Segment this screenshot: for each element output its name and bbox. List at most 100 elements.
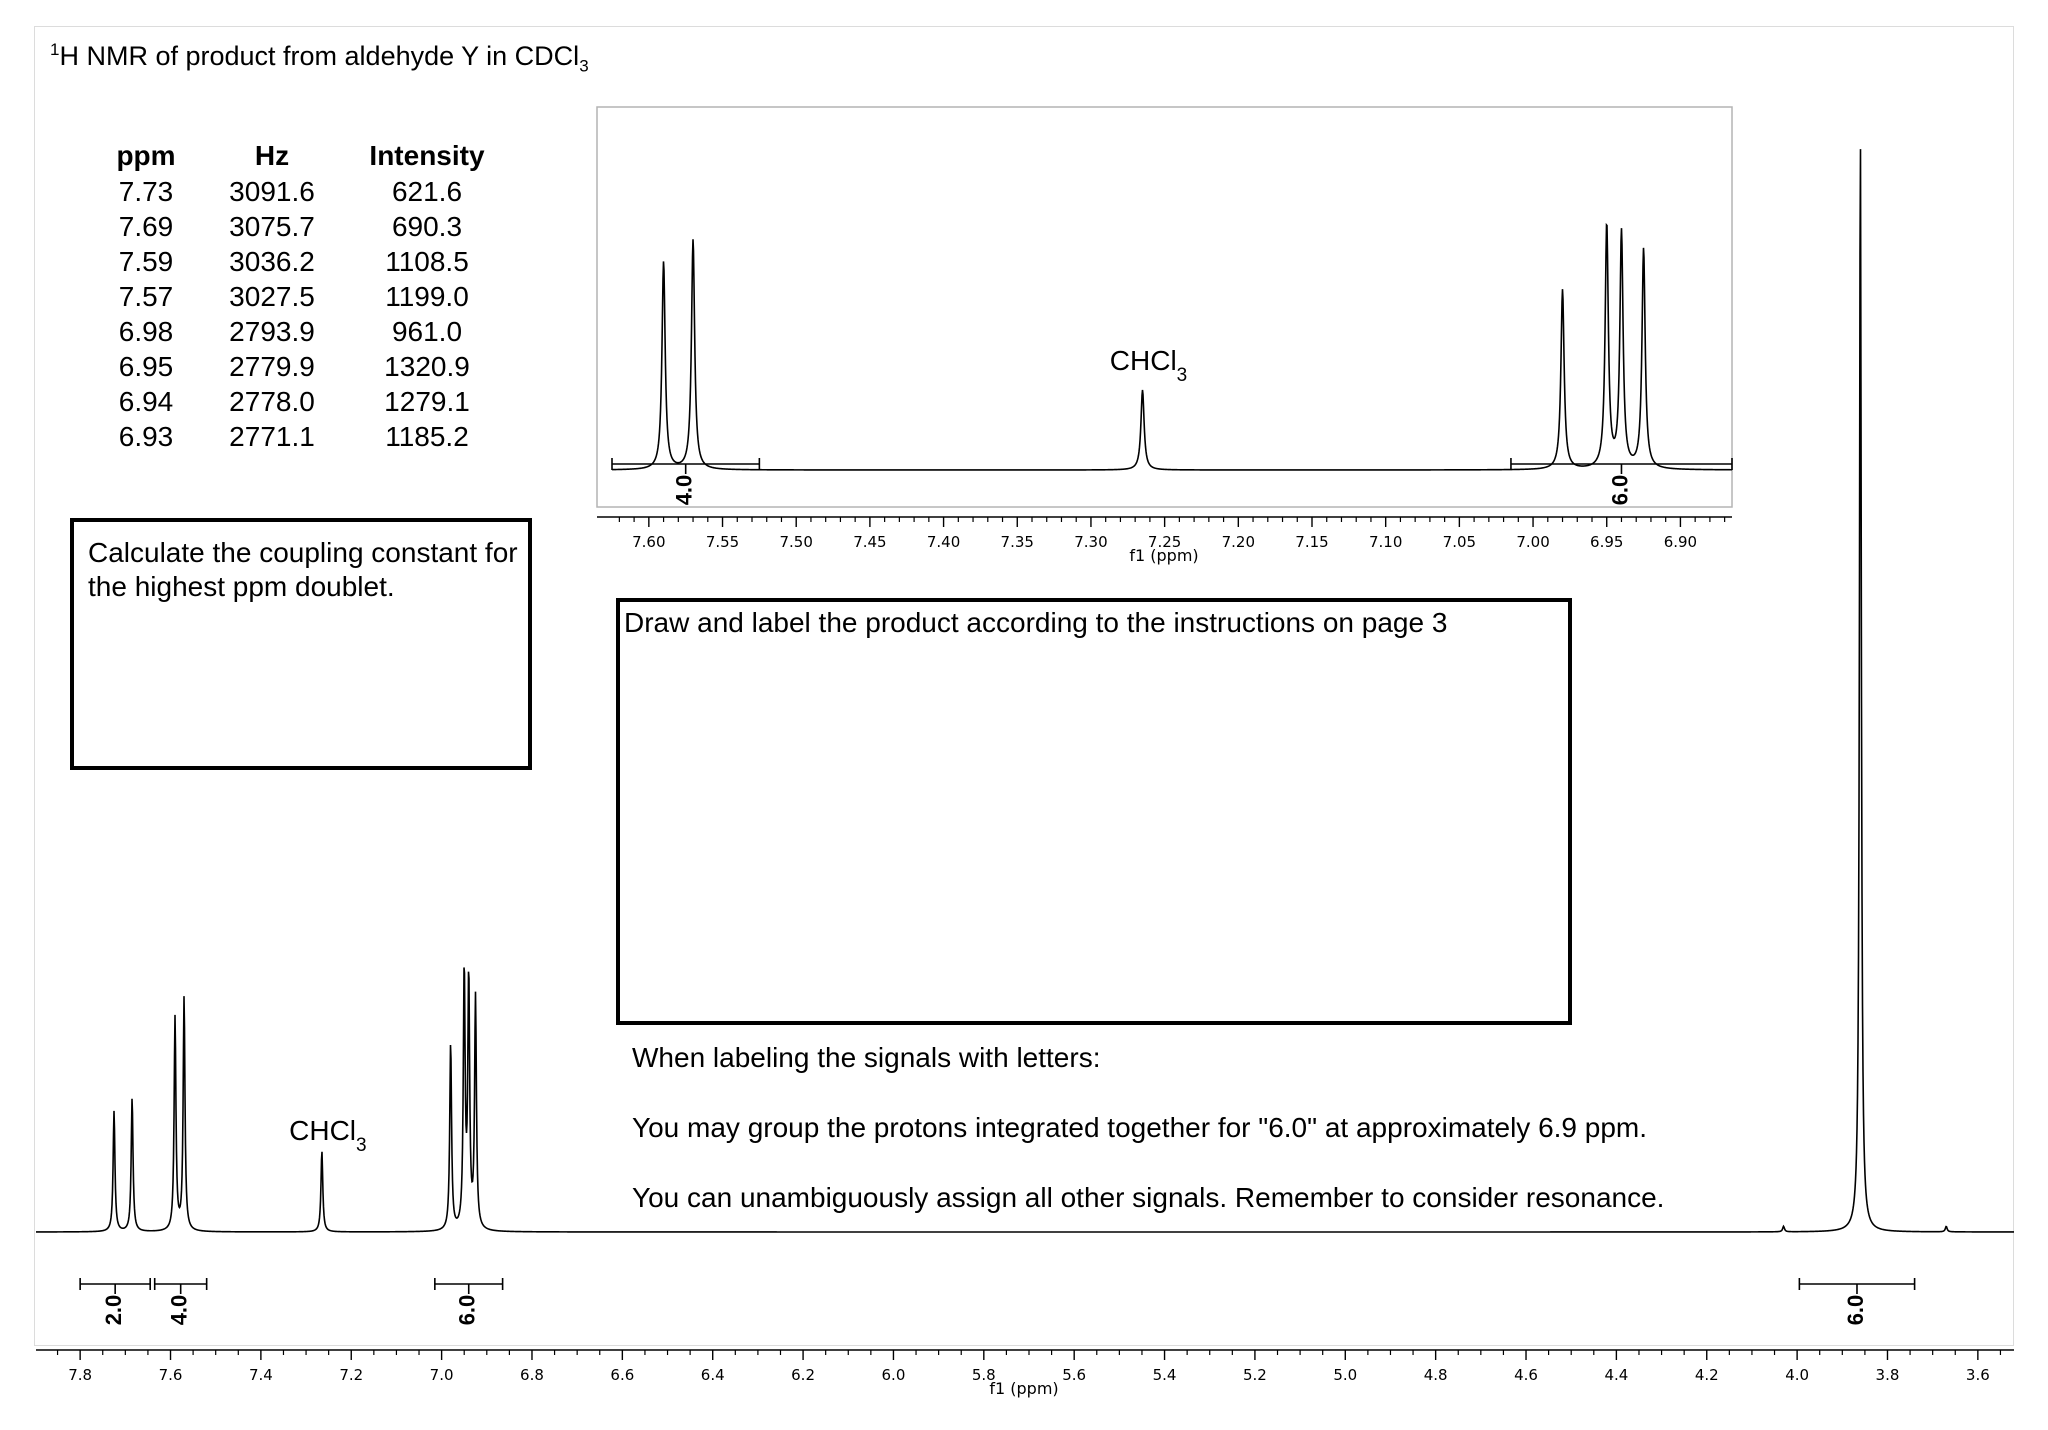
table-row: 6.95 2779.9 1320.9 xyxy=(100,349,502,384)
table-cell: 1199.0 xyxy=(385,281,469,312)
inset-tick-label: 6.90 xyxy=(1664,533,1697,551)
inset-tick-label: 7.15 xyxy=(1295,533,1328,551)
table-row: 7.57 3027.5 1199.0 xyxy=(100,279,502,314)
table-cell: 690.3 xyxy=(391,211,463,242)
table-cell: 2778.0 xyxy=(229,386,315,417)
table-row: 7.73 3091.6 621.6 xyxy=(100,174,502,209)
coupling-constant-answer-box[interactable]: Calculate the coupling constant for the … xyxy=(70,518,532,770)
table-cell: 2771.1 xyxy=(229,421,315,452)
peak-table: ppm Hz Intensity 7.73 3091.6 621.6 7.69 307… xyxy=(100,140,502,454)
main-tick-label: 5.6 xyxy=(1062,1366,1086,1384)
main-tick-label: 5.2 xyxy=(1243,1366,1267,1384)
main-tick-label: 5.4 xyxy=(1153,1366,1177,1384)
inset-tick-label: 7.50 xyxy=(780,533,813,551)
main-tick-label: 7.6 xyxy=(159,1366,183,1384)
main-axis-title: f1 (ppm) xyxy=(989,1379,1058,1398)
inset-tick-label: 6.95 xyxy=(1590,533,1623,551)
table-cell: 2779.9 xyxy=(229,351,315,382)
inset-tick-label: 7.40 xyxy=(927,533,960,551)
main-tick-label: 5.0 xyxy=(1333,1366,1357,1384)
labeling-note-heading: When labeling the signals with letters: xyxy=(632,1042,1101,1073)
table-cell: 2793.9 xyxy=(229,316,315,347)
draw-product-answer-box[interactable]: Draw and label the product according to … xyxy=(616,598,1572,1025)
inset-annotation-label: CHCl3 xyxy=(1110,345,1187,386)
page-frame xyxy=(34,26,2014,1346)
main-tick-label: 6.6 xyxy=(610,1366,634,1384)
main-tick-label: 6.8 xyxy=(520,1366,544,1384)
inset-tick-label: 7.00 xyxy=(1516,533,1549,551)
table-row: 7.59 3036.2 1108.5 xyxy=(100,244,502,279)
peak-table-header-row: ppm Hz Intensity xyxy=(100,140,502,174)
main-integral-label: 2.0 xyxy=(101,1295,126,1326)
main-integral-label: 6.0 xyxy=(455,1295,480,1326)
main-tick-label: 4.8 xyxy=(1424,1366,1448,1384)
main-tick-label: 6.2 xyxy=(791,1366,815,1384)
inset-tick-label: 7.60 xyxy=(632,533,665,551)
table-row: 7.69 3075.7 690.3 xyxy=(100,209,502,244)
main-tick-label: 6.4 xyxy=(701,1366,725,1384)
main-integral-label: 6.0 xyxy=(1843,1295,1868,1326)
inset-tick-label: 7.25 xyxy=(1148,533,1181,551)
table-cell: 7.69 xyxy=(118,211,174,242)
main-tick-label: 6.0 xyxy=(882,1366,906,1384)
table-cell: 6.95 xyxy=(118,351,174,382)
table-cell: 7.57 xyxy=(118,281,174,312)
inset-tick-label: 7.35 xyxy=(1001,533,1034,551)
title-superscript: 1 xyxy=(50,40,60,59)
inset-tick-label: 7.20 xyxy=(1222,533,1255,551)
table-cell: 3075.7 xyxy=(229,211,315,242)
inset-tick-label: 7.10 xyxy=(1369,533,1402,551)
main-tick-label: 3.6 xyxy=(1966,1366,1990,1384)
inset-tick-label: 7.55 xyxy=(706,533,739,551)
main-tick-label: 7.8 xyxy=(68,1366,92,1384)
table-row: 6.98 2793.9 961.0 xyxy=(100,314,502,349)
table-cell: 7.59 xyxy=(118,246,174,277)
main-peak-marker xyxy=(1858,133,1862,137)
table-cell: 7.73 xyxy=(118,176,174,207)
main-trace xyxy=(36,149,2014,1233)
table-cell: 6.98 xyxy=(118,316,174,347)
peak-table-header-intensity: Intensity xyxy=(369,140,485,171)
main-tick-label: 4.2 xyxy=(1695,1366,1719,1384)
main-tick-label: 7.0 xyxy=(430,1366,454,1384)
labeling-note-group: You may group the protons integrated tog… xyxy=(632,1112,1648,1143)
main-tick-label: 7.2 xyxy=(339,1366,363,1384)
page-title: 1H NMR of product from aldehyde Y in CDC… xyxy=(50,40,589,76)
table-cell: 621.6 xyxy=(391,176,463,207)
labeling-note-assign: You can unambiguously assign all other s… xyxy=(632,1182,1665,1213)
table-cell: 3091.6 xyxy=(229,176,315,207)
table-cell: 1320.9 xyxy=(384,351,470,382)
table-row: 6.93 2771.1 1185.2 xyxy=(100,419,502,454)
table-cell: 6.94 xyxy=(118,386,174,417)
main-tick-label: 5.8 xyxy=(972,1366,996,1384)
title-subscript: 3 xyxy=(579,56,589,76)
peak-table-header-ppm: ppm xyxy=(116,140,176,171)
table-cell: 3027.5 xyxy=(229,281,315,312)
draw-box-prompt: Draw and label the product according to … xyxy=(624,607,1448,638)
main-tick-label: 3.8 xyxy=(1876,1366,1900,1384)
main-integral-label: 4.0 xyxy=(166,1295,191,1326)
coupling-box-prompt: Calculate the coupling constant for the … xyxy=(88,537,518,602)
inset-frame xyxy=(596,106,1733,508)
inset-tick-label: 7.30 xyxy=(1074,533,1107,551)
table-row: 6.94 2778.0 1279.1 xyxy=(100,384,502,419)
inset-axis-title: f1 (ppm) xyxy=(1129,546,1198,565)
table-cell: 3036.2 xyxy=(229,246,315,277)
inset-integral-label: 4.0 xyxy=(671,475,696,506)
main-annotation-label: CHCl3 xyxy=(289,1115,366,1156)
table-cell: 961.0 xyxy=(391,316,463,347)
inset-tick-label: 7.45 xyxy=(853,533,886,551)
inset-trace xyxy=(611,222,1732,471)
table-cell: 1185.2 xyxy=(385,421,469,452)
main-tick-label: 7.4 xyxy=(249,1366,273,1384)
title-main-text: H NMR of product from aldehyde Y in CDCl xyxy=(59,41,580,71)
inset-tick-label: 7.05 xyxy=(1443,533,1476,551)
main-tick-label: 4.0 xyxy=(1785,1366,1809,1384)
main-tick-label: 4.4 xyxy=(1604,1366,1628,1384)
table-cell: 1108.5 xyxy=(385,246,469,277)
table-cell: 6.93 xyxy=(118,421,174,452)
table-cell: 1279.1 xyxy=(384,386,470,417)
peak-table-header-hz: Hz xyxy=(254,140,290,171)
main-tick-label: 4.6 xyxy=(1514,1366,1538,1384)
